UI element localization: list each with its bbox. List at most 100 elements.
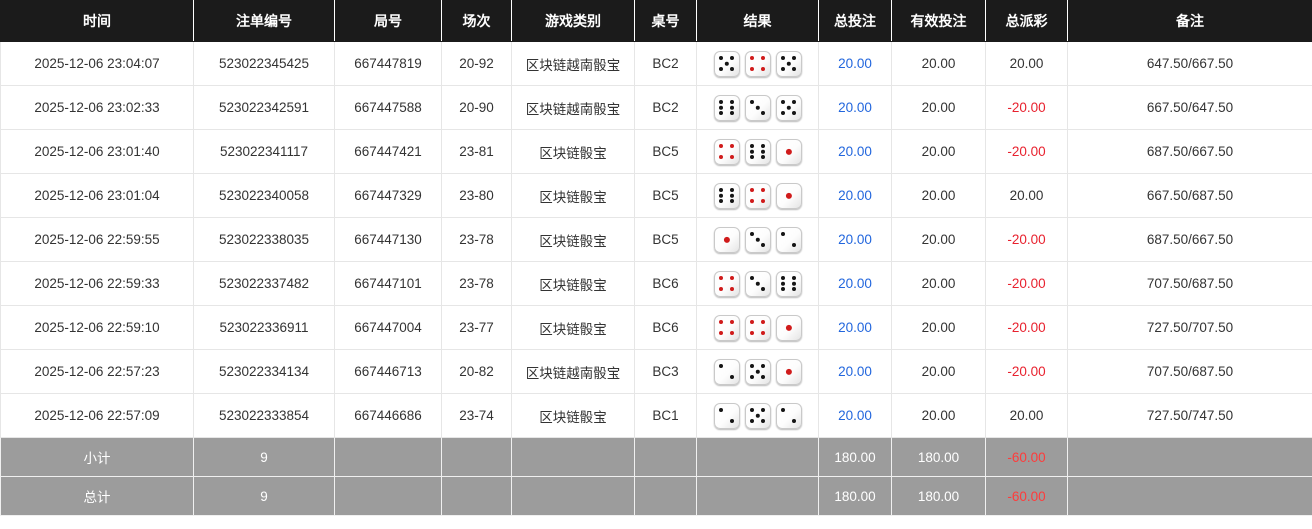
table-row: 2025-12-06 23:04:07 523022345425 667447819… [0, 41, 1312, 86]
dice-pip [729, 154, 735, 160]
column-header-label: 局号 [374, 13, 402, 29]
dice-pip [760, 418, 766, 424]
dice-black-2 [713, 402, 740, 429]
dice-pip [729, 143, 735, 149]
summary-cell-table_no [634, 476, 697, 516]
cell-remark: 727.50/707.50 [1067, 305, 1312, 350]
dice-pip [718, 286, 724, 292]
cell-time: 2025-12-06 22:59:33 [0, 261, 194, 306]
dice-pip [718, 143, 724, 149]
cell-valid_bet: 20.00 [891, 393, 986, 438]
payout-amount: 20.00 [1009, 188, 1044, 203]
dice-pip [760, 198, 766, 204]
column-header-valid_bet[interactable]: 有效投注 [891, 0, 986, 42]
column-header-bet_id[interactable]: 注单编号 [193, 0, 335, 42]
cell-payout: -20.00 [985, 305, 1068, 350]
cell-payout: -20.00 [985, 85, 1068, 130]
dice-result-group [703, 358, 812, 385]
payout-amount: -20.00 [1007, 232, 1046, 247]
total-bet-link[interactable]: 20.00 [838, 364, 872, 379]
summary-cell-session [441, 437, 512, 477]
column-header-table_no[interactable]: 桌号 [634, 0, 697, 42]
dice-pip [718, 198, 724, 204]
cell-valid_bet: 20.00 [891, 85, 986, 130]
dice-pip [760, 286, 766, 292]
column-header-payout[interactable]: 总派彩 [985, 0, 1068, 42]
dice-pip [791, 418, 797, 424]
table-header: 时间 注单编号 局号 场次 游戏类别 桌号 结果 总投注 有效投注 总派彩 备注 [0, 0, 1312, 42]
dice-black-5 [775, 50, 802, 77]
dice-pip [791, 110, 797, 116]
cell-round_id: 667447101 [334, 261, 442, 306]
dice-pip [785, 148, 792, 155]
cell-time: 2025-12-06 22:57:09 [0, 393, 194, 438]
dice-pip [785, 192, 792, 199]
dice-pip [791, 55, 797, 61]
cell-total_bet[interactable]: 20.00 [818, 85, 892, 130]
dice-pip [791, 242, 797, 248]
cell-total_bet[interactable]: 20.00 [818, 393, 892, 438]
dice-pip [718, 55, 724, 61]
column-header-session[interactable]: 场次 [441, 0, 512, 42]
dice-pip [791, 281, 797, 286]
cell-total_bet[interactable]: 20.00 [818, 217, 892, 262]
dice-black-5 [744, 358, 771, 385]
total-bet-link[interactable]: 20.00 [838, 320, 872, 335]
column-header-round_id[interactable]: 局号 [334, 0, 442, 42]
total-bet-link[interactable]: 20.00 [838, 276, 872, 291]
total-bet-link[interactable]: 20.00 [838, 188, 872, 203]
total-bet-link[interactable]: 20.00 [838, 56, 872, 71]
dice-pip [729, 66, 735, 72]
cell-valid_bet: 20.00 [891, 261, 986, 306]
dice-pip [729, 187, 735, 193]
dice-red-1 [775, 182, 802, 209]
dice-pip [755, 281, 760, 286]
total-bet-link[interactable]: 20.00 [838, 100, 872, 115]
column-header-time[interactable]: 时间 [0, 0, 194, 42]
dice-pip [749, 319, 755, 325]
dice-black-5 [744, 402, 771, 429]
total-bet-link[interactable]: 20.00 [838, 408, 872, 423]
total-bet-link[interactable]: 20.00 [838, 232, 872, 247]
column-header-total_bet[interactable]: 总投注 [818, 0, 892, 42]
summary-cell-round_id [334, 476, 442, 516]
summary-cell-session [441, 476, 512, 516]
cell-payout: 20.00 [985, 393, 1068, 438]
cell-total_bet[interactable]: 20.00 [818, 261, 892, 306]
cell-total_bet[interactable]: 20.00 [818, 129, 892, 174]
cell-remark: 687.50/667.50 [1067, 129, 1312, 174]
dice-pip [729, 99, 735, 105]
cell-remark: 647.50/667.50 [1067, 41, 1312, 86]
column-header-result[interactable]: 结果 [696, 0, 819, 42]
cell-total_bet[interactable]: 20.00 [818, 349, 892, 394]
summary-total-bet: 180.00 [818, 437, 892, 477]
column-header-label: 时间 [83, 13, 111, 29]
cell-valid_bet: 20.00 [891, 305, 986, 350]
cell-session: 23-81 [441, 129, 512, 174]
dice-pip [780, 110, 786, 116]
cell-payout: -20.00 [985, 261, 1068, 306]
summary-label: 小计 [0, 437, 194, 477]
dice-pip [724, 61, 729, 66]
cell-valid_bet: 20.00 [891, 41, 986, 86]
dice-pip [749, 143, 755, 149]
dice-pip [755, 237, 760, 242]
summary-valid-bet: 180.00 [891, 476, 986, 516]
summary-cell-remark [1067, 476, 1312, 516]
table-row: 2025-12-06 22:57:23 523022334134 667446713… [0, 349, 1312, 394]
column-header-game_type[interactable]: 游戏类别 [511, 0, 635, 42]
cell-bet_id: 523022342591 [193, 85, 335, 130]
dice-pip [760, 66, 766, 72]
dice-pip [729, 193, 735, 198]
column-header-remark[interactable]: 备注 [1067, 0, 1312, 42]
total-bet-link[interactable]: 20.00 [838, 144, 872, 159]
table-row: 2025-12-06 22:59:33 523022337482 667447101… [0, 261, 1312, 306]
cell-bet_id: 523022340058 [193, 173, 335, 218]
cell-total_bet[interactable]: 20.00 [818, 305, 892, 350]
cell-total_bet[interactable]: 20.00 [818, 41, 892, 86]
dice-pip [749, 55, 755, 61]
dice-pip [749, 66, 755, 72]
cell-total_bet[interactable]: 20.00 [818, 173, 892, 218]
cell-round_id: 667447004 [334, 305, 442, 350]
dice-pip [718, 187, 724, 193]
